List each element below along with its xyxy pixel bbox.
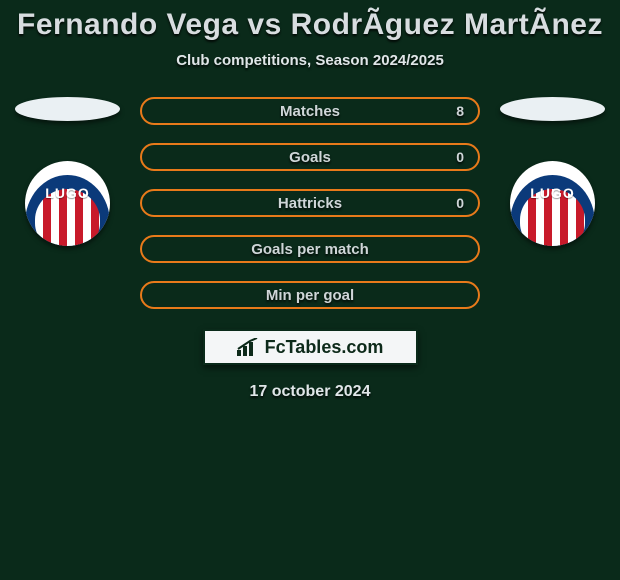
club-label-right: LUGO bbox=[510, 185, 595, 201]
stat-row-hattricks: Hattricks 0 bbox=[140, 189, 480, 217]
stat-right-value: 0 bbox=[456, 149, 464, 165]
date-label: 17 october 2024 bbox=[250, 383, 371, 401]
stats-table: Matches 8 Goals 0 Hattricks 0 Goals per … bbox=[140, 97, 480, 309]
stat-label: Goals per match bbox=[251, 241, 369, 258]
stat-right-value: 0 bbox=[456, 195, 464, 211]
club-badge-right: LUGO bbox=[510, 161, 595, 246]
brand-box: FcTables.com bbox=[203, 329, 418, 365]
comparison-content: LUGO Matches 8 Goals 0 Hattricks 0 Goals… bbox=[0, 97, 620, 309]
page-title: Fernando Vega vs RodrÃ­guez MartÃ­nez bbox=[0, 8, 620, 42]
stat-label: Goals bbox=[289, 149, 331, 166]
stat-row-min-per-goal: Min per goal bbox=[140, 281, 480, 309]
player-left: LUGO bbox=[15, 97, 120, 246]
page-subtitle: Club competitions, Season 2024/2025 bbox=[0, 52, 620, 69]
stat-right-value: 8 bbox=[456, 103, 464, 119]
stat-label: Hattricks bbox=[278, 195, 342, 212]
brand-text: FcTables.com bbox=[265, 337, 384, 358]
club-label-left: LUGO bbox=[25, 185, 110, 201]
stat-label: Matches bbox=[280, 103, 340, 120]
footer: FcTables.com 17 october 2024 bbox=[0, 329, 620, 401]
flag-right bbox=[500, 97, 605, 121]
stat-row-goals: Goals 0 bbox=[140, 143, 480, 171]
stat-row-matches: Matches 8 bbox=[140, 97, 480, 125]
chart-icon bbox=[237, 338, 259, 356]
stat-label: Min per goal bbox=[266, 287, 354, 304]
player-right: LUGO bbox=[500, 97, 605, 246]
stat-row-goals-per-match: Goals per match bbox=[140, 235, 480, 263]
header: Fernando Vega vs RodrÃ­guez MartÃ­nez Cl… bbox=[0, 0, 620, 69]
flag-left bbox=[15, 97, 120, 121]
club-badge-left: LUGO bbox=[25, 161, 110, 246]
